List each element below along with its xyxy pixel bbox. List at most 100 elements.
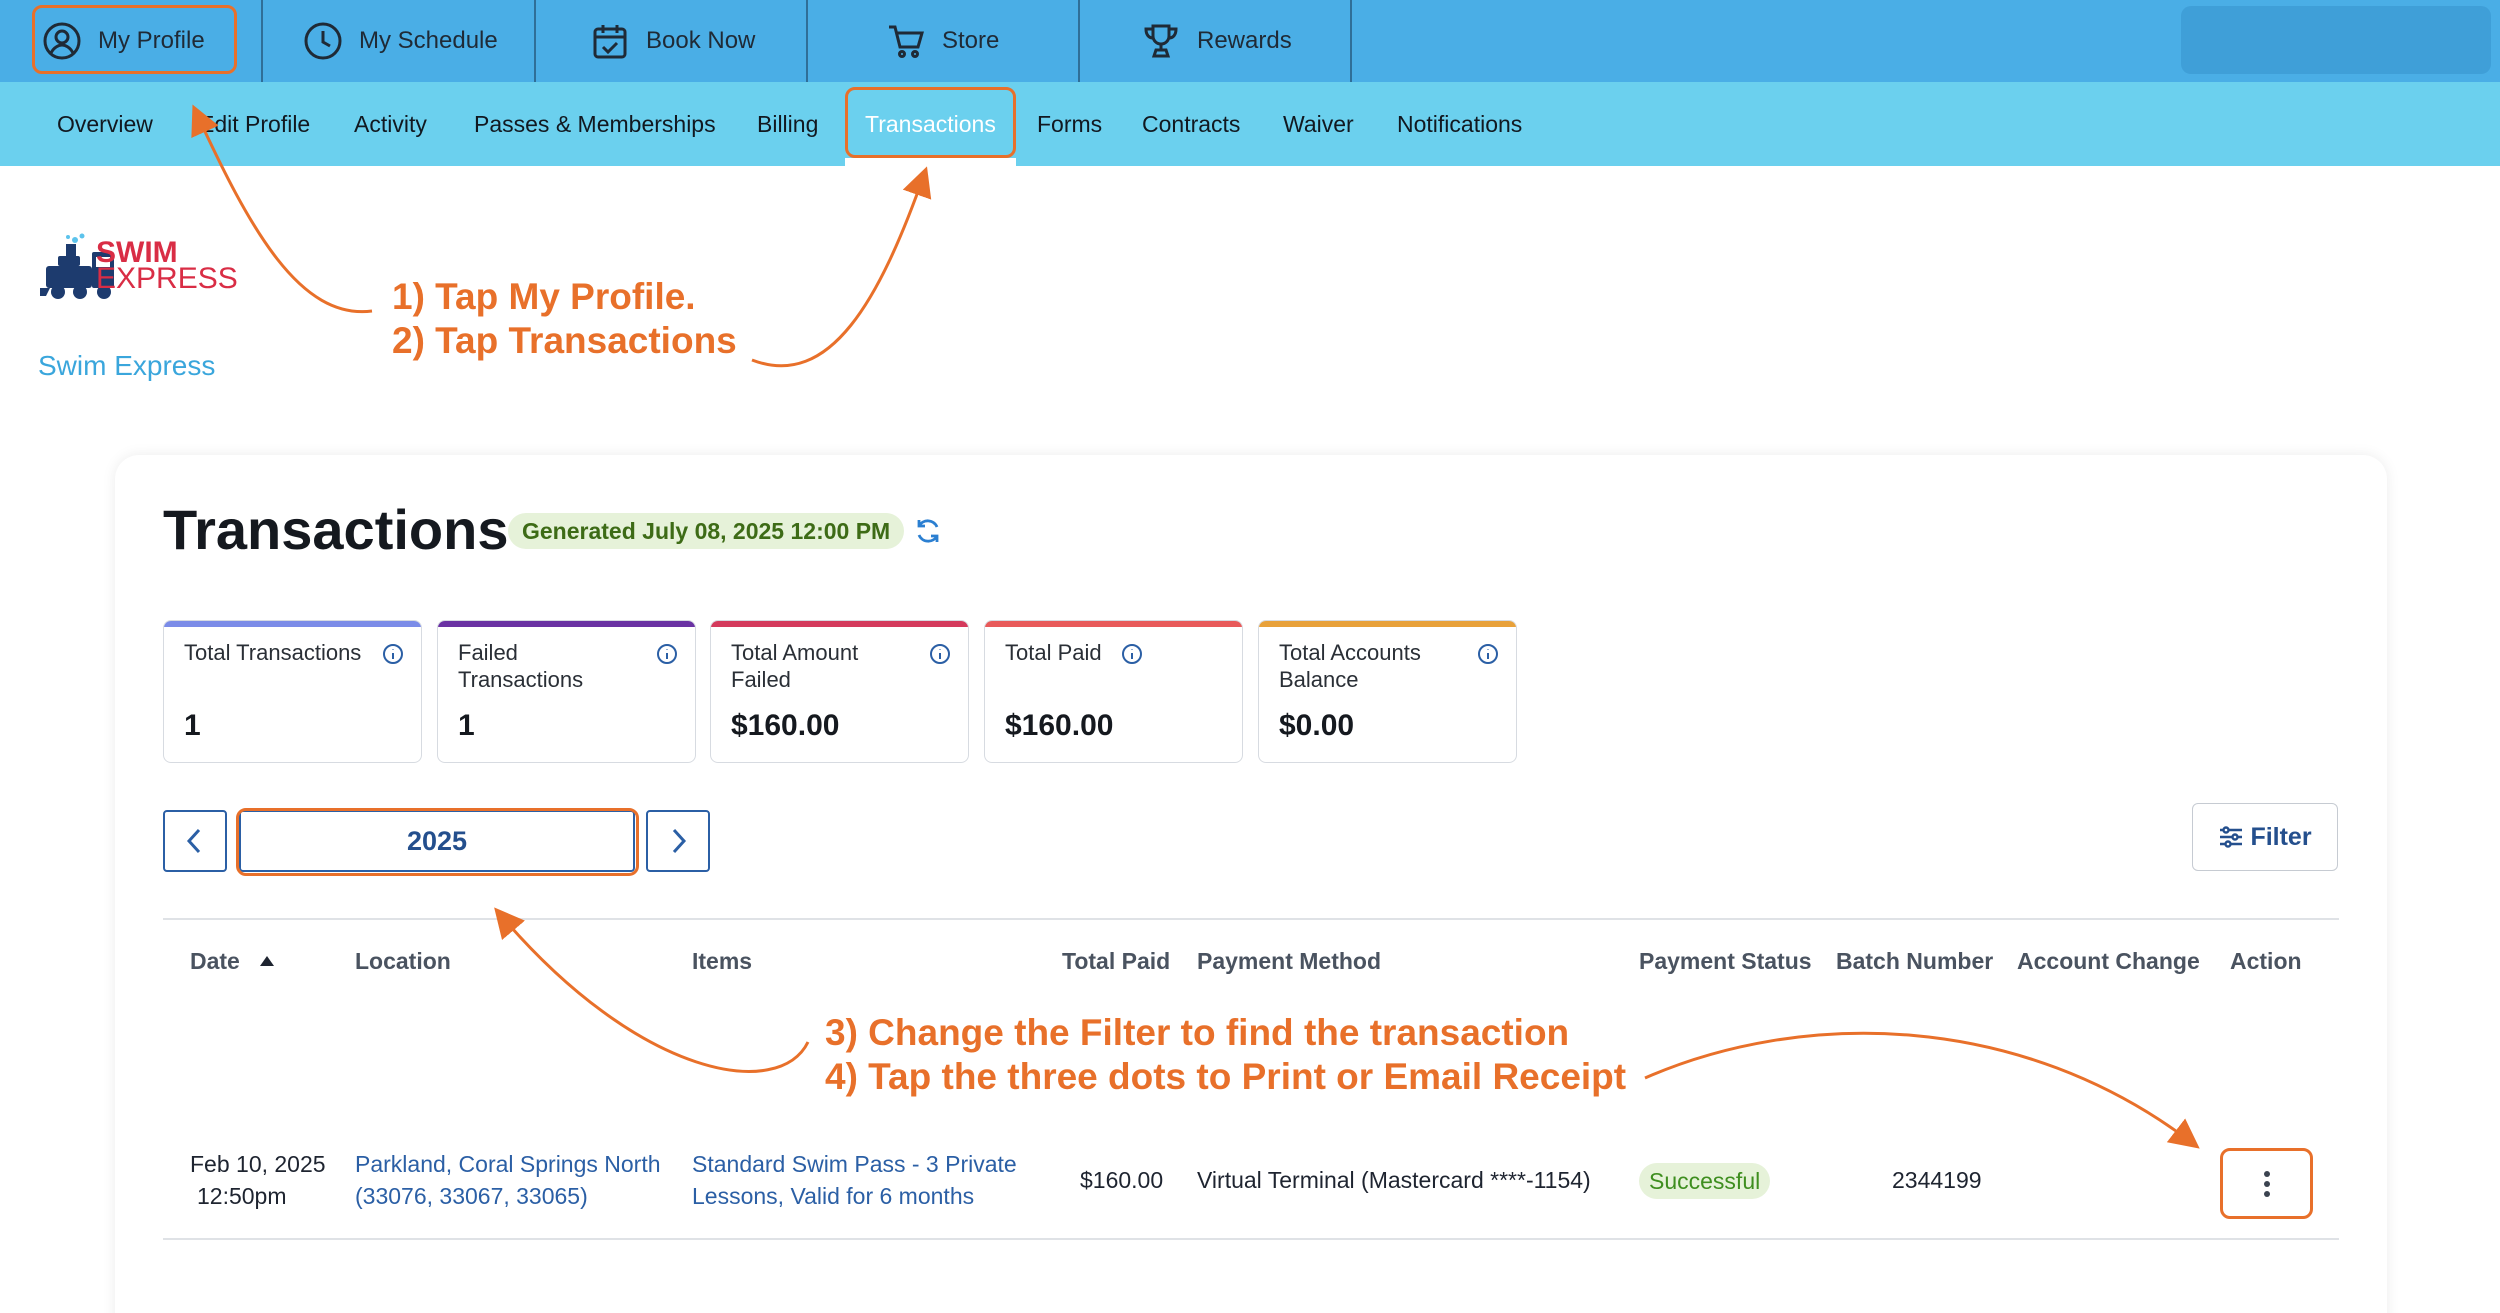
cell-batch-number: 2344199: [1892, 1167, 1982, 1193]
annotation-step2: 2) Tap Transactions: [392, 320, 737, 361]
info-icon[interactable]: [929, 643, 951, 665]
nav-divider: [261, 0, 263, 82]
next-year-button[interactable]: [646, 810, 710, 872]
train-logo-icon: SWIM EXPRESS: [40, 233, 238, 299]
info-icon[interactable]: [1477, 643, 1499, 665]
nav-book-now[interactable]: Book Now: [590, 0, 755, 82]
stat-accent-bar: [985, 621, 1242, 627]
cell-payment-method: Virtual Terminal (Mastercard ****-1154): [1197, 1167, 1591, 1193]
nav-my-profile-label: My Profile: [98, 27, 205, 54]
filter-button[interactable]: Filter: [2192, 803, 2338, 871]
transactions-card: [115, 455, 2387, 1313]
info-icon[interactable]: [382, 643, 404, 665]
logo-text-express: EXPRESS: [96, 262, 238, 295]
stat-label: Total Paid: [1005, 640, 1102, 665]
cell-total-paid: $160.00: [1080, 1167, 1164, 1193]
tab-edit-profile[interactable]: Edit Profile: [199, 111, 311, 137]
previous-year-button[interactable]: [163, 810, 227, 872]
info-icon[interactable]: [1121, 643, 1143, 665]
annotation-step3: 3) Change the Filter to find the transac…: [825, 1012, 1570, 1053]
nav-my-schedule[interactable]: My Schedule: [303, 0, 498, 82]
stat-value: 1: [458, 709, 475, 742]
clock-icon: [304, 22, 342, 60]
cell-location-line1[interactable]: Parkland, Coral Springs North: [355, 1151, 661, 1177]
column-header-payment-status: Payment Status: [1639, 948, 1812, 974]
table-top-border: [163, 918, 2339, 920]
stat-total-paid: Total Paid $160.00: [984, 620, 1243, 763]
user-circle-icon: [43, 22, 81, 60]
account-area[interactable]: [2181, 6, 2491, 74]
column-header-batch-number: Batch Number: [1836, 948, 1994, 974]
row-actions-button[interactable]: [2223, 1150, 2311, 1218]
year-selector[interactable]: 2025: [239, 810, 635, 872]
nav-divider: [1078, 0, 1080, 82]
chevron-right-icon: [672, 828, 687, 854]
cell-location-line2[interactable]: (33076, 33067, 33065): [355, 1183, 588, 1209]
stat-accent-bar: [438, 621, 695, 627]
tab-passes-memberships[interactable]: Passes & Memberships: [474, 111, 716, 137]
profile-subnav: Overview Edit Profile Activity Passes & …: [0, 82, 2500, 166]
column-header-location: Location: [355, 948, 451, 974]
cart-icon: [889, 25, 924, 58]
stat-value: $160.00: [1005, 709, 1114, 742]
stat-total-transactions: Total Transactions 1: [163, 620, 422, 763]
stat-failed-transactions: Failed Transactions 1: [437, 620, 696, 763]
column-header-account-change: Account Change: [2017, 948, 2200, 974]
stat-label: Total Amount Failed: [731, 640, 859, 692]
tab-billing[interactable]: Billing: [757, 111, 819, 137]
tab-contracts[interactable]: Contracts: [1142, 111, 1241, 137]
swim-express-logo: SWIM EXPRESS: [38, 232, 248, 309]
nav-rewards-label: Rewards: [1197, 27, 1292, 54]
annotation-step4: 4) Tap the three dots to Print or Email …: [825, 1056, 1627, 1097]
tab-forms[interactable]: Forms: [1037, 111, 1103, 137]
brand-name[interactable]: Swim Express: [38, 350, 216, 381]
cell-date: Feb 10, 2025: [190, 1151, 326, 1177]
stat-value: $0.00: [1279, 709, 1355, 742]
page-title: Transactions: [163, 498, 509, 561]
sliders-icon: [2220, 826, 2243, 848]
tab-transactions[interactable]: Transactions: [865, 111, 996, 137]
nav-rewards[interactable]: Rewards: [1141, 0, 1292, 82]
tab-waiver[interactable]: Waiver: [1283, 111, 1354, 137]
stat-total-accounts-balance: Total Accounts Balance $0.00: [1258, 620, 1517, 763]
tab-overview[interactable]: Overview: [57, 111, 153, 137]
tab-activity[interactable]: Activity: [354, 111, 427, 137]
top-navigation: My Profile My Schedule Book Now Store: [0, 0, 2500, 82]
stat-accent-bar: [164, 621, 421, 627]
nav-my-profile[interactable]: My Profile: [42, 0, 205, 82]
column-header-total-paid: Total Paid: [1062, 948, 1171, 974]
stat-value: $160.00: [731, 709, 840, 742]
tab-notifications[interactable]: Notifications: [1397, 111, 1523, 137]
status-badge: Successful: [1639, 1163, 1771, 1199]
nav-store-label: Store: [942, 27, 1000, 54]
column-header-items: Items: [692, 948, 753, 974]
cell-time: 12:50pm: [197, 1183, 287, 1209]
column-header-label: Date: [190, 948, 240, 974]
three-dots-vertical-icon: [2264, 1171, 2270, 1197]
column-header-date[interactable]: Date: [190, 948, 275, 975]
cell-items-line1[interactable]: Standard Swim Pass - 3 Private: [692, 1151, 1017, 1177]
refresh-icon[interactable]: [913, 516, 943, 546]
generated-badge: Generated July 08, 2025 12:00 PM: [508, 513, 905, 549]
logo-text-swim: SWIM: [96, 236, 178, 269]
stat-label: Total Transactions: [184, 640, 362, 665]
stat-label: Total Accounts Balance: [1279, 640, 1421, 692]
stat-label: Failed Transactions: [458, 640, 584, 692]
stat-total-amount-failed: Total Amount Failed $160.00: [710, 620, 969, 763]
active-tab-indicator: [845, 158, 1016, 166]
cell-items-line2[interactable]: Lessons, Valid for 6 months: [692, 1183, 975, 1209]
table-row-border: [163, 1238, 2339, 1240]
sort-ascending-icon: [260, 956, 275, 966]
stat-value: 1: [184, 709, 201, 742]
nav-divider: [534, 0, 536, 82]
nav-store[interactable]: Store: [886, 0, 999, 82]
calendar-check-icon: [593, 25, 627, 59]
nav-divider: [806, 0, 808, 82]
nav-book-now-label: Book Now: [646, 27, 756, 54]
nav-divider: [1350, 0, 1352, 82]
column-header-action: Action: [2230, 948, 2302, 974]
info-icon[interactable]: [656, 643, 678, 665]
filter-label: Filter: [2250, 822, 2312, 851]
stat-accent-bar: [711, 621, 968, 627]
